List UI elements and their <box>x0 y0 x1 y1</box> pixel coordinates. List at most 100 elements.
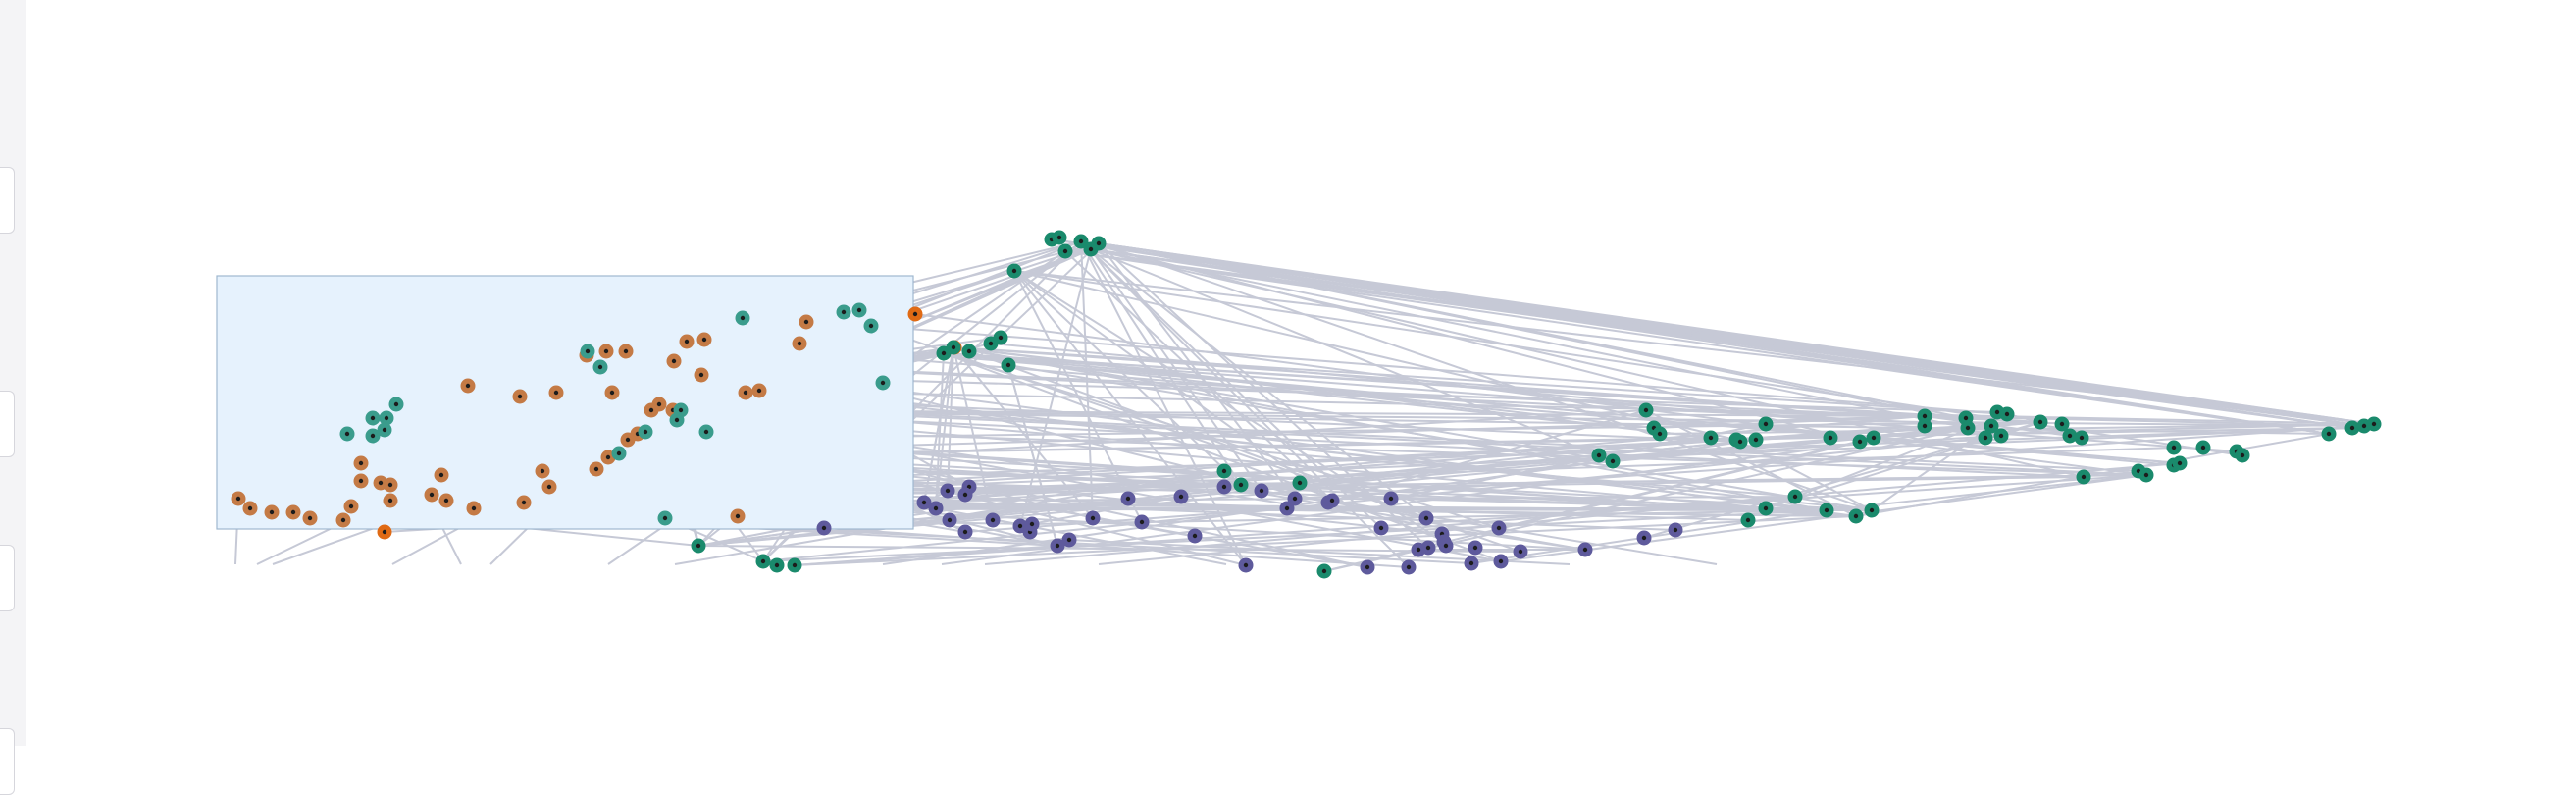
graph-node-purple[interactable] <box>1287 491 1303 506</box>
graph-node-orange[interactable] <box>460 378 476 394</box>
graph-node-orange[interactable] <box>589 461 604 477</box>
graph-node-green[interactable] <box>2074 430 2089 446</box>
sidebar-tab-1[interactable] <box>0 167 15 234</box>
graph-node-green[interactable] <box>1758 501 1774 516</box>
graph-node-purple[interactable] <box>1493 554 1509 569</box>
graph-node-green[interactable] <box>1001 357 1016 373</box>
graph-node-green[interactable] <box>1316 563 1332 579</box>
graph-node-green[interactable] <box>2321 426 2337 442</box>
graph-node-purple[interactable] <box>1418 510 1434 526</box>
graph-node-teal[interactable] <box>592 359 608 375</box>
graph-node-green[interactable] <box>1216 463 1232 479</box>
graph-node-teal[interactable] <box>379 410 394 426</box>
graph-node-orange[interactable] <box>424 487 439 503</box>
graph-node-purple[interactable] <box>928 501 944 516</box>
graph-node-orange[interactable] <box>598 344 614 359</box>
graph-node-purple[interactable] <box>1279 501 1295 516</box>
graph-node-teal[interactable] <box>657 510 673 526</box>
graph-node-green[interactable] <box>2195 440 2211 455</box>
graph-node-purple[interactable] <box>985 512 1001 528</box>
graph-node-purple[interactable] <box>1360 559 1375 575</box>
graph-node-green[interactable] <box>1073 234 1089 249</box>
graph-node-orange[interactable] <box>383 477 398 493</box>
graph-node-orange[interactable] <box>383 493 398 508</box>
graph-node-green[interactable] <box>2138 467 2154 483</box>
sidebar-tab-3[interactable] <box>0 545 15 611</box>
graph-node-green[interactable] <box>691 538 706 554</box>
graph-node-purple[interactable] <box>1438 538 1454 554</box>
graph-node-highlight[interactable] <box>377 524 392 540</box>
graph-node-green[interactable] <box>1917 418 1932 434</box>
graph-node-orange[interactable] <box>343 499 359 514</box>
graph-node-green[interactable] <box>1823 430 1838 446</box>
graph-node-teal[interactable] <box>673 402 689 418</box>
graph-node-orange[interactable] <box>679 334 695 349</box>
graph-node-orange[interactable] <box>302 510 318 526</box>
graph-node-green[interactable] <box>1057 243 1073 259</box>
graph-node-purple[interactable] <box>1401 559 1417 575</box>
graph-node-green[interactable] <box>1052 230 1067 245</box>
graph-node-green[interactable] <box>946 340 961 355</box>
graph-node-green[interactable] <box>755 554 771 569</box>
graph-node-green[interactable] <box>769 557 785 573</box>
graph-node-green[interactable] <box>2366 416 2382 432</box>
graph-node-green[interactable] <box>1006 263 1022 279</box>
graph-node-orange[interactable] <box>242 501 258 516</box>
selection-box[interactable] <box>216 275 914 530</box>
graph-node-teal[interactable] <box>365 428 381 444</box>
graph-node-orange[interactable] <box>535 463 550 479</box>
graph-node-orange[interactable] <box>738 385 753 400</box>
graph-node-green[interactable] <box>1233 477 1249 493</box>
graph-node-green[interactable] <box>2172 455 2188 471</box>
graph-node-green[interactable] <box>1748 432 1764 448</box>
graph-node-green[interactable] <box>1758 416 1774 432</box>
graph-node-orange[interactable] <box>541 479 557 495</box>
graph-node-orange[interactable] <box>792 336 807 351</box>
graph-node-green[interactable] <box>1960 420 1976 436</box>
graph-node-teal[interactable] <box>735 310 750 326</box>
graph-node-teal[interactable] <box>388 397 404 412</box>
graph-node-purple[interactable] <box>1120 491 1136 506</box>
graph-node-teal[interactable] <box>851 302 867 318</box>
graph-node-orange[interactable] <box>751 383 767 398</box>
graph-node-green[interactable] <box>1999 406 2015 422</box>
graph-node-orange[interactable] <box>285 504 301 520</box>
graph-node-green[interactable] <box>2054 416 2070 432</box>
graph-node-purple[interactable] <box>1411 542 1426 557</box>
graph-node-green[interactable] <box>1091 236 1107 251</box>
graph-node-teal[interactable] <box>698 424 714 440</box>
graph-node-teal[interactable] <box>836 304 851 320</box>
graph-node-orange[interactable] <box>666 353 682 369</box>
graph-node-green[interactable] <box>1864 503 1880 518</box>
graph-node-purple[interactable] <box>1134 514 1150 530</box>
graph-node-green[interactable] <box>1591 448 1607 463</box>
graph-node-green[interactable] <box>1703 430 1719 446</box>
graph-node-purple[interactable] <box>1173 489 1189 504</box>
graph-node-teal[interactable] <box>863 318 879 334</box>
graph-node-orange[interactable] <box>696 332 712 347</box>
graph-node-orange[interactable] <box>548 385 564 400</box>
graph-node-teal[interactable] <box>580 344 595 359</box>
graph-node-green[interactable] <box>1732 434 1748 450</box>
graph-node-green[interactable] <box>2076 469 2091 485</box>
graph-node-orange[interactable] <box>799 314 814 330</box>
graph-node-highlight[interactable] <box>907 306 923 322</box>
graph-node-orange[interactable] <box>335 512 351 528</box>
graph-node-purple[interactable] <box>1216 479 1232 495</box>
graph-node-orange[interactable] <box>694 367 709 383</box>
graph-node-purple[interactable] <box>1491 520 1507 536</box>
graph-node-green[interactable] <box>1866 430 1881 446</box>
graph-node-green[interactable] <box>1787 489 1803 504</box>
graph-node-green[interactable] <box>1638 402 1654 418</box>
graph-node-green[interactable] <box>961 344 977 359</box>
graph-node-orange[interactable] <box>466 501 482 516</box>
graph-node-orange[interactable] <box>264 504 280 520</box>
graph-node-purple[interactable] <box>1061 532 1077 548</box>
graph-node-green[interactable] <box>787 557 802 573</box>
graph-node-green[interactable] <box>2344 420 2360 436</box>
graph-node-orange[interactable] <box>604 385 620 400</box>
sidebar-tab-2[interactable] <box>0 391 15 457</box>
graph-node-purple[interactable] <box>1187 528 1203 544</box>
graph-node-orange[interactable] <box>730 508 746 524</box>
graph-node-green[interactable] <box>1652 426 1668 442</box>
